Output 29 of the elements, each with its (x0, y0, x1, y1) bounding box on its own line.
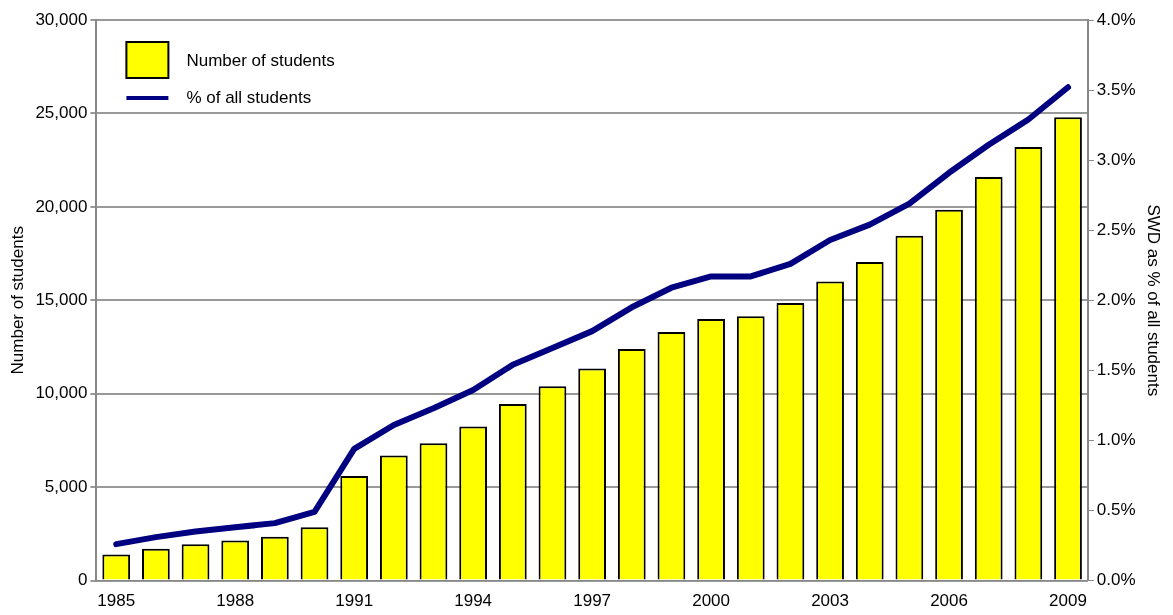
x-tick-label: 1985 (97, 591, 136, 611)
y2-tick-label: 4.0% (1096, 9, 1136, 29)
y2-tick-label: 1.0% (1096, 430, 1136, 450)
x-tick-label: 2000 (692, 591, 731, 611)
x-tick-label: 1988 (216, 591, 255, 611)
x-tick-label: 2003 (811, 591, 849, 611)
y-axis-title: Number of students (7, 226, 27, 375)
y-tick-label: 15,000 (35, 289, 88, 309)
x-tick-label: 2009 (1049, 591, 1087, 611)
y2-tick-label: 2.0% (1096, 289, 1136, 309)
y-tick-label: 0 (77, 570, 88, 590)
y2-tick-label: 2.5% (1096, 219, 1136, 239)
y-tick-label: 10,000 (35, 383, 88, 403)
y-tick-label: 5,000 (44, 476, 88, 496)
legend-label: Number of students (186, 50, 335, 70)
y2-tick-label: 1.5% (1096, 360, 1136, 380)
y-tick-label: 25,000 (35, 103, 88, 123)
y2-axis-title: SWD as % of all students (1144, 204, 1164, 397)
y2-tick-label: 0.0% (1096, 570, 1136, 590)
x-tick-label: 1994 (454, 591, 493, 611)
y2-tick-label: 0.5% (1096, 500, 1136, 520)
legend-label: % of all students (186, 87, 312, 107)
y2-tick-label: 3.5% (1096, 79, 1136, 99)
y2-tick-label: 3.0% (1096, 149, 1136, 169)
y-tick-label: 30,000 (35, 9, 88, 29)
x-tick-label: 1991 (335, 591, 374, 611)
x-tick-label: 2006 (930, 591, 968, 611)
x-tick-label: 1997 (573, 591, 612, 611)
y-tick-label: 20,000 (35, 196, 88, 216)
